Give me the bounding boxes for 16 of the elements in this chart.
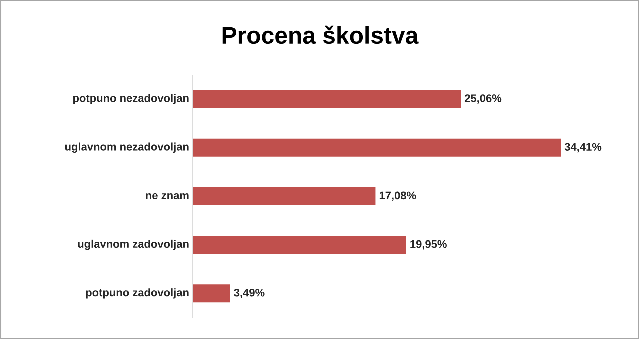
chart-title: Procena školstva [222,26,419,44]
data-label: 25,06% [464,94,502,104]
data-label: 19,95% [410,240,447,250]
y-tick-label: potpuno nezadovoljan [73,94,189,104]
bar [193,284,230,303]
bar [193,187,376,206]
bar [193,138,562,157]
data-label: 3,49% [234,289,265,298]
y-tick-label: ne znam [146,193,189,200]
y-tick-label: uglavnom nezadovoljan [65,142,189,154]
y-tick-label: uglavnom zadovoljan [78,240,189,250]
data-label: 34,41% [564,143,602,153]
data-label: 17,08% [380,192,416,202]
y-tick-label: potpuno zadovoljan [86,288,189,299]
bar [193,90,462,108]
bar [193,236,406,254]
